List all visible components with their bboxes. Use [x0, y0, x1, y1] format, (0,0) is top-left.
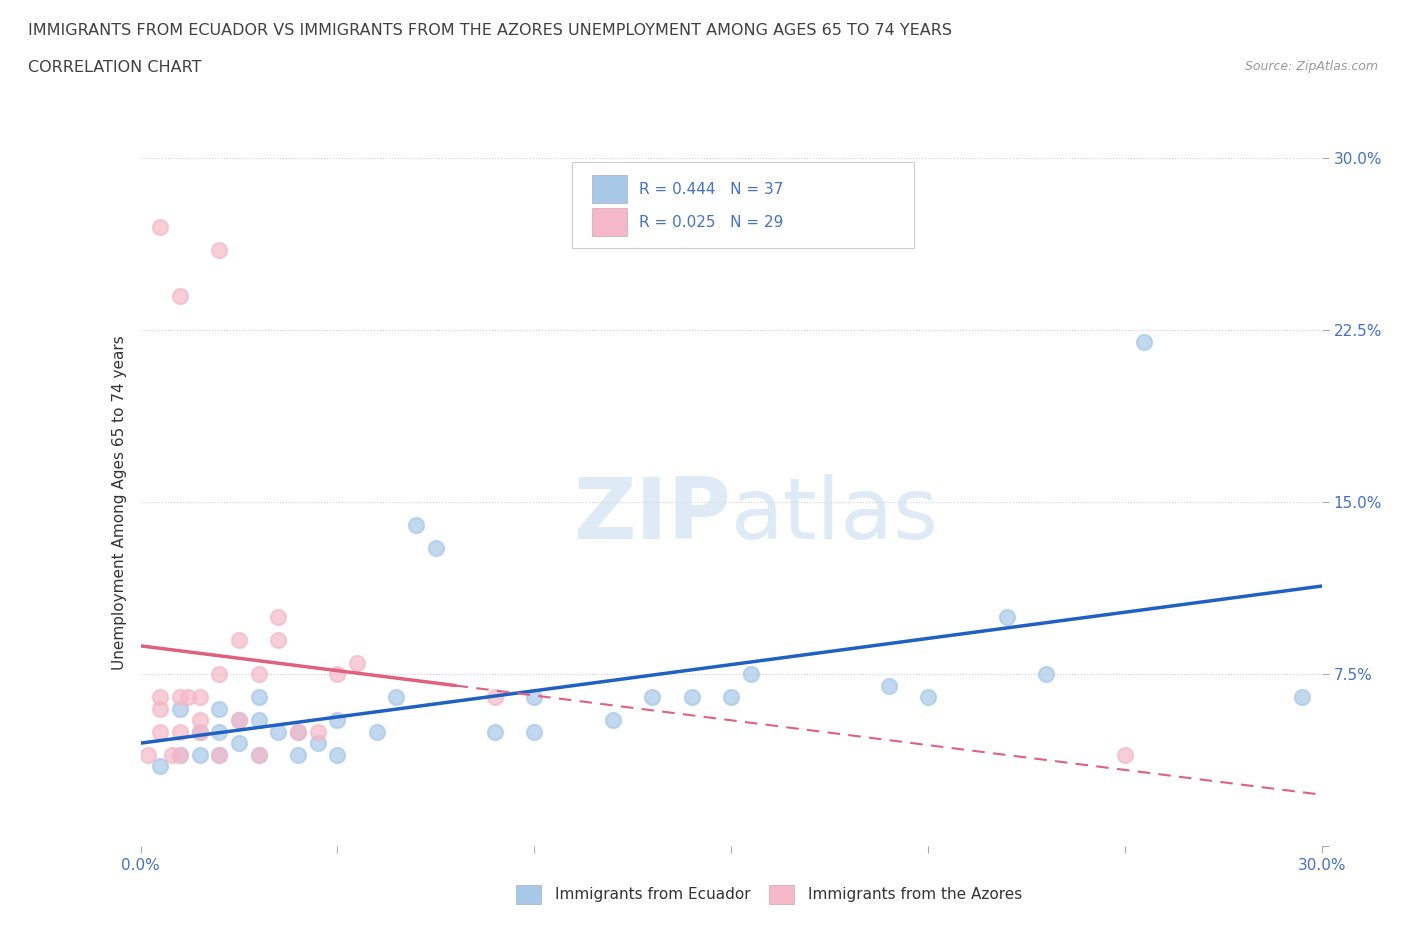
Point [326, 712, 349, 727]
Point [169, 747, 191, 762]
Point [208, 747, 231, 762]
Point [267, 632, 290, 647]
Point [208, 701, 231, 716]
Point [484, 724, 506, 739]
Point [484, 690, 506, 705]
Point [681, 690, 703, 705]
Text: R = 0.025   N = 29: R = 0.025 N = 29 [638, 215, 783, 230]
Point [208, 724, 231, 739]
Point [405, 518, 427, 533]
Point [138, 747, 160, 762]
FancyBboxPatch shape [592, 175, 627, 203]
Point [149, 759, 172, 774]
Point [228, 736, 250, 751]
Point [877, 678, 900, 693]
Y-axis label: Unemployment Among Ages 65 to 74 years: Unemployment Among Ages 65 to 74 years [111, 335, 127, 670]
Point [366, 724, 388, 739]
Point [287, 724, 309, 739]
Point [1291, 690, 1313, 705]
Point [307, 736, 329, 751]
Point [149, 701, 172, 716]
Point [385, 690, 408, 705]
Point [740, 667, 762, 682]
Point [228, 712, 250, 727]
Point [247, 747, 270, 762]
Point [1114, 747, 1136, 762]
Point [228, 632, 250, 647]
Point [326, 667, 349, 682]
Text: IMMIGRANTS FROM ECUADOR VS IMMIGRANTS FROM THE AZORES UNEMPLOYMENT AMONG AGES 65: IMMIGRANTS FROM ECUADOR VS IMMIGRANTS FR… [28, 23, 952, 38]
Point [208, 747, 231, 762]
Point [346, 656, 368, 671]
Bar [769, 885, 794, 904]
Text: Source: ZipAtlas.com: Source: ZipAtlas.com [1244, 60, 1378, 73]
Point [149, 219, 172, 234]
Text: atlas: atlas [731, 474, 939, 557]
Text: R = 0.444   N = 37: R = 0.444 N = 37 [638, 181, 783, 196]
Point [267, 724, 290, 739]
Point [326, 747, 349, 762]
Point [247, 712, 270, 727]
Point [917, 690, 939, 705]
Point [425, 540, 447, 555]
Point [169, 701, 191, 716]
Point [169, 747, 191, 762]
Point [307, 724, 329, 739]
Point [641, 690, 664, 705]
Point [247, 690, 270, 705]
Point [287, 724, 309, 739]
FancyBboxPatch shape [572, 162, 914, 247]
Point [287, 747, 309, 762]
Text: Immigrants from the Azores: Immigrants from the Azores [808, 887, 1022, 902]
Point [267, 609, 290, 624]
Point [188, 690, 211, 705]
Point [149, 690, 172, 705]
Point [720, 690, 742, 705]
Bar [516, 885, 541, 904]
Point [602, 712, 624, 727]
Point [188, 724, 211, 739]
FancyBboxPatch shape [592, 208, 627, 236]
Point [169, 724, 191, 739]
Point [523, 690, 546, 705]
Point [188, 712, 211, 727]
Text: ZIP: ZIP [574, 474, 731, 557]
Point [247, 667, 270, 682]
Point [1133, 334, 1156, 349]
Point [149, 724, 172, 739]
Point [208, 243, 231, 258]
Point [523, 724, 546, 739]
Point [188, 747, 211, 762]
Text: CORRELATION CHART: CORRELATION CHART [28, 60, 201, 75]
Point [247, 747, 270, 762]
Point [228, 712, 250, 727]
Point [177, 690, 200, 705]
Point [188, 724, 211, 739]
Text: Immigrants from Ecuador: Immigrants from Ecuador [555, 887, 751, 902]
Point [995, 609, 1018, 624]
Point [1035, 667, 1057, 682]
Point [160, 747, 183, 762]
Point [169, 288, 191, 303]
Point [169, 690, 191, 705]
Point [208, 667, 231, 682]
